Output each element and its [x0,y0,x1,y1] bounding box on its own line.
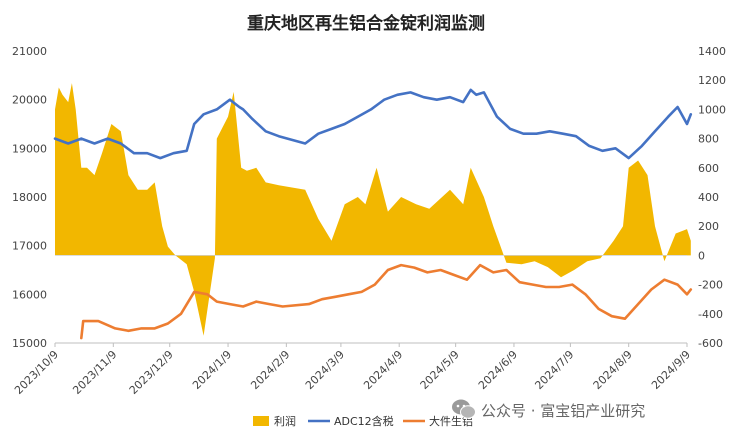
right-axis-tick-label: -600 [698,337,723,350]
legend: 利润 ADC12含税 大件生铝 [253,414,473,428]
right-axis: -600 -400 -200 0 200 400 600 800 1000 1200 1400 [698,45,726,350]
x-tick-label: 2024/3/9 [303,348,347,392]
series-line-adc12 [53,88,693,160]
left-axis-tick-label: 20000 [12,94,47,107]
x-tick-label: 2024/5/9 [418,348,462,392]
right-axis-tick-label: 1200 [698,74,726,87]
x-tick-label: 2024/1/9 [190,348,234,392]
watermark: 公众号 · 富宝铝产业研究 [452,399,645,420]
left-axis-tick-label: 21000 [12,45,47,58]
x-tick-label: 2024/8/9 [591,348,635,392]
right-axis-tick-label: -400 [698,308,723,321]
right-axis-tick-label: 1000 [698,103,726,116]
left-axis: 15000 16000 17000 18000 19000 20000 21000 [12,45,47,350]
price-lines-layer [53,88,693,340]
chart-title: 重庆地区再生铝合金锭利润监测 [247,13,485,34]
series-area-profit [55,83,691,336]
legend-label: 利润 [274,414,296,428]
x-tick-label: 2023/11/9 [70,348,119,397]
x-tick-label: 2024/6/9 [476,348,520,392]
right-axis-tick-label: 0 [698,249,705,262]
watermark-text: 公众号 · 富宝铝产业研究 [481,402,645,420]
x-tick-label: 2024/4/9 [361,348,405,392]
left-axis-tick-label: 16000 [12,288,47,301]
right-axis-tick-label: 600 [698,162,719,175]
series-line-scrap [80,263,693,340]
profit-area-layer [55,83,691,336]
legend-label: ADC12含税 [334,414,394,428]
x-tick-label: 2024/7/9 [532,348,576,392]
left-axis-tick-label: 17000 [12,240,47,253]
x-tick-label: 2023/10/9 [12,348,61,397]
legend-swatch-profit [253,416,269,426]
right-axis-tick-label: -200 [698,279,723,292]
x-tick-label: 2024/2/9 [248,348,292,392]
left-axis-tick-label: 15000 [12,337,47,350]
x-tick-label: 2023/12/9 [127,348,176,397]
x-tick-label: 2024/9/9 [649,348,693,392]
right-axis-tick-label: 200 [698,220,719,233]
left-axis-tick-label: 19000 [12,142,47,155]
left-axis-tick-label: 18000 [12,191,47,204]
right-axis-tick-label: 800 [698,133,719,146]
right-axis-tick-label: 1400 [698,45,726,58]
right-axis-tick-label: 400 [698,191,719,204]
legend-label: 大件生铝 [429,414,473,428]
x-axis: 2023/10/9 2023/11/9 2023/12/9 2024/1/9 2024/… [12,342,693,397]
wechat-icon [452,399,476,419]
